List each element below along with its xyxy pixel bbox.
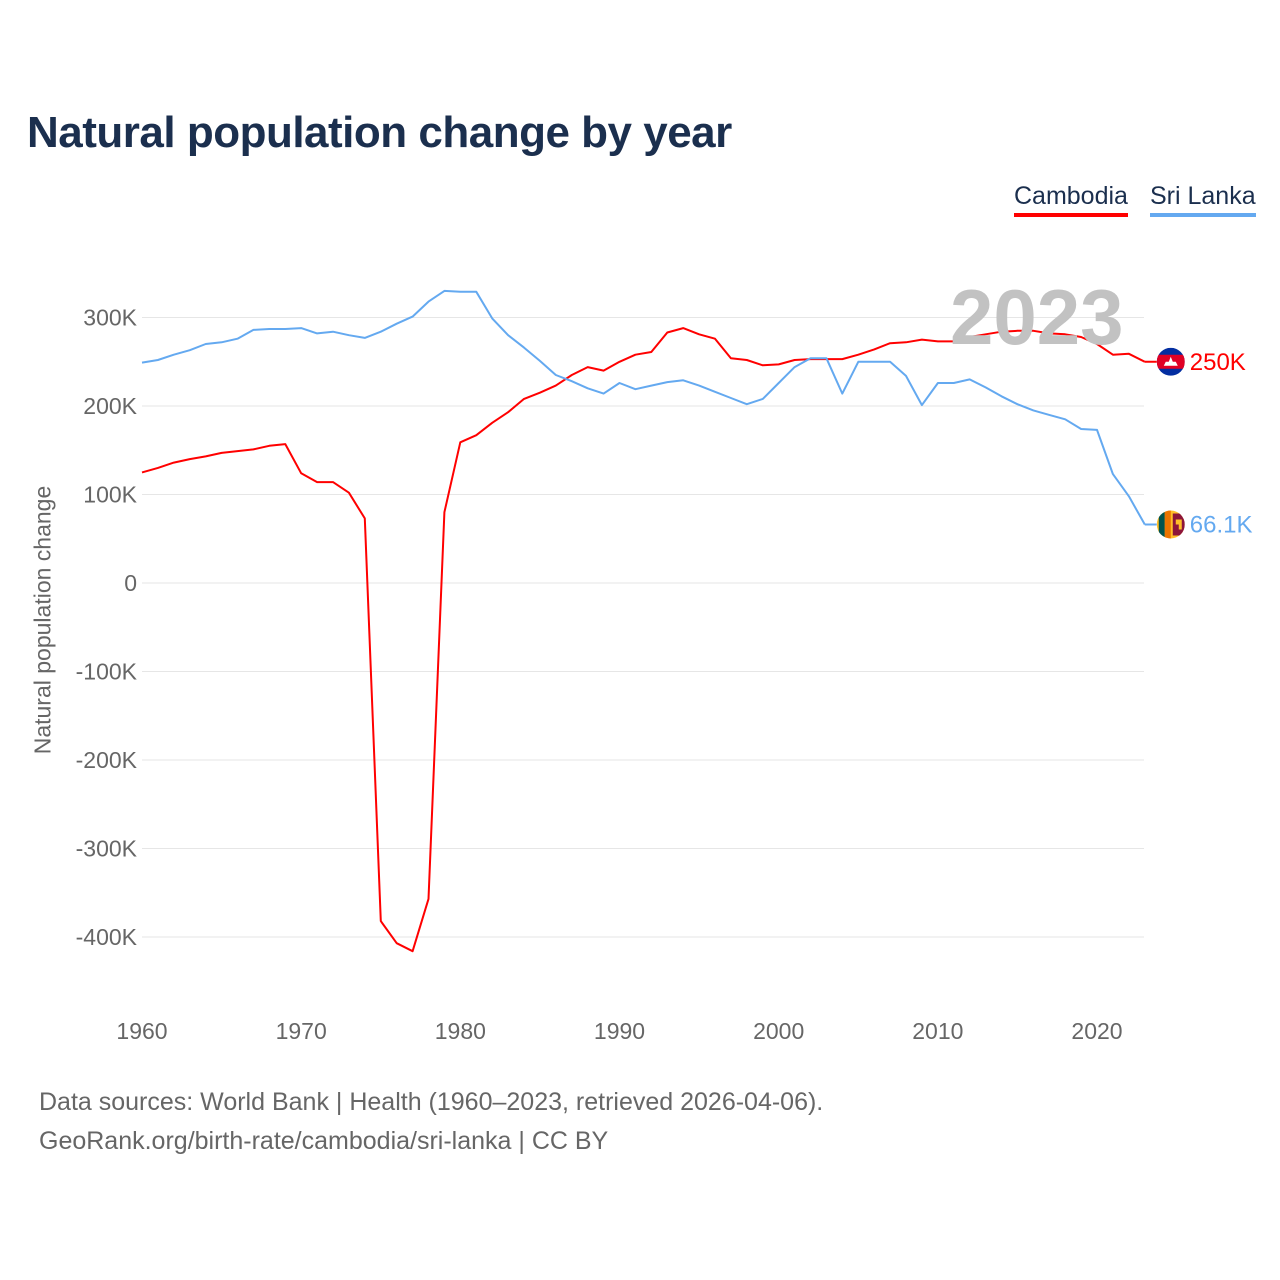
flag-green (1158, 510, 1165, 539)
y-tick-label: -200K (76, 747, 138, 773)
chart-title: Natural population change by year (27, 108, 732, 157)
legend-sri-lanka[interactable]: Sri Lanka (1150, 182, 1256, 217)
y-tick-label: 200K (83, 393, 137, 419)
y-tick-label: 300K (83, 305, 137, 331)
y-tick-label: 0 (124, 570, 137, 596)
series-line-cambodia (141, 327, 1146, 953)
series-line-sri-lanka (141, 289, 1146, 525)
end-value-label: 66.1K (1190, 512, 1253, 539)
current-year-label: 2023 (950, 273, 1124, 361)
lion-icon (1175, 519, 1182, 530)
x-tick-label: 1980 (435, 1018, 486, 1044)
x-tick-label: 2000 (753, 1018, 804, 1044)
x-tick-label: 2010 (912, 1018, 963, 1044)
x-tick-label: 2020 (1071, 1018, 1122, 1044)
footer-credit: GeoRank.org/birth-rate/cambodia/sri-lank… (39, 1127, 609, 1155)
end-value-label: 250K (1190, 349, 1246, 376)
y-tick-label: -400K (76, 924, 138, 950)
x-tick-label: 1990 (594, 1018, 645, 1044)
x-tick-label: 1970 (276, 1018, 327, 1044)
sri-lanka-flag-icon (1156, 510, 1185, 539)
y-tick-label: -300K (76, 836, 138, 862)
cambodia-flag-icon (1156, 347, 1185, 376)
y-tick-label: 100K (83, 482, 137, 508)
legend-cambodia[interactable]: Cambodia (1014, 182, 1128, 217)
flag-orange (1164, 510, 1171, 539)
x-tick-label: 1960 (116, 1018, 167, 1044)
footer-sources: Data sources: World Bank | Health (1960–… (39, 1088, 824, 1116)
y-tick-label: -100K (76, 659, 138, 685)
temple-icon (1163, 356, 1178, 366)
